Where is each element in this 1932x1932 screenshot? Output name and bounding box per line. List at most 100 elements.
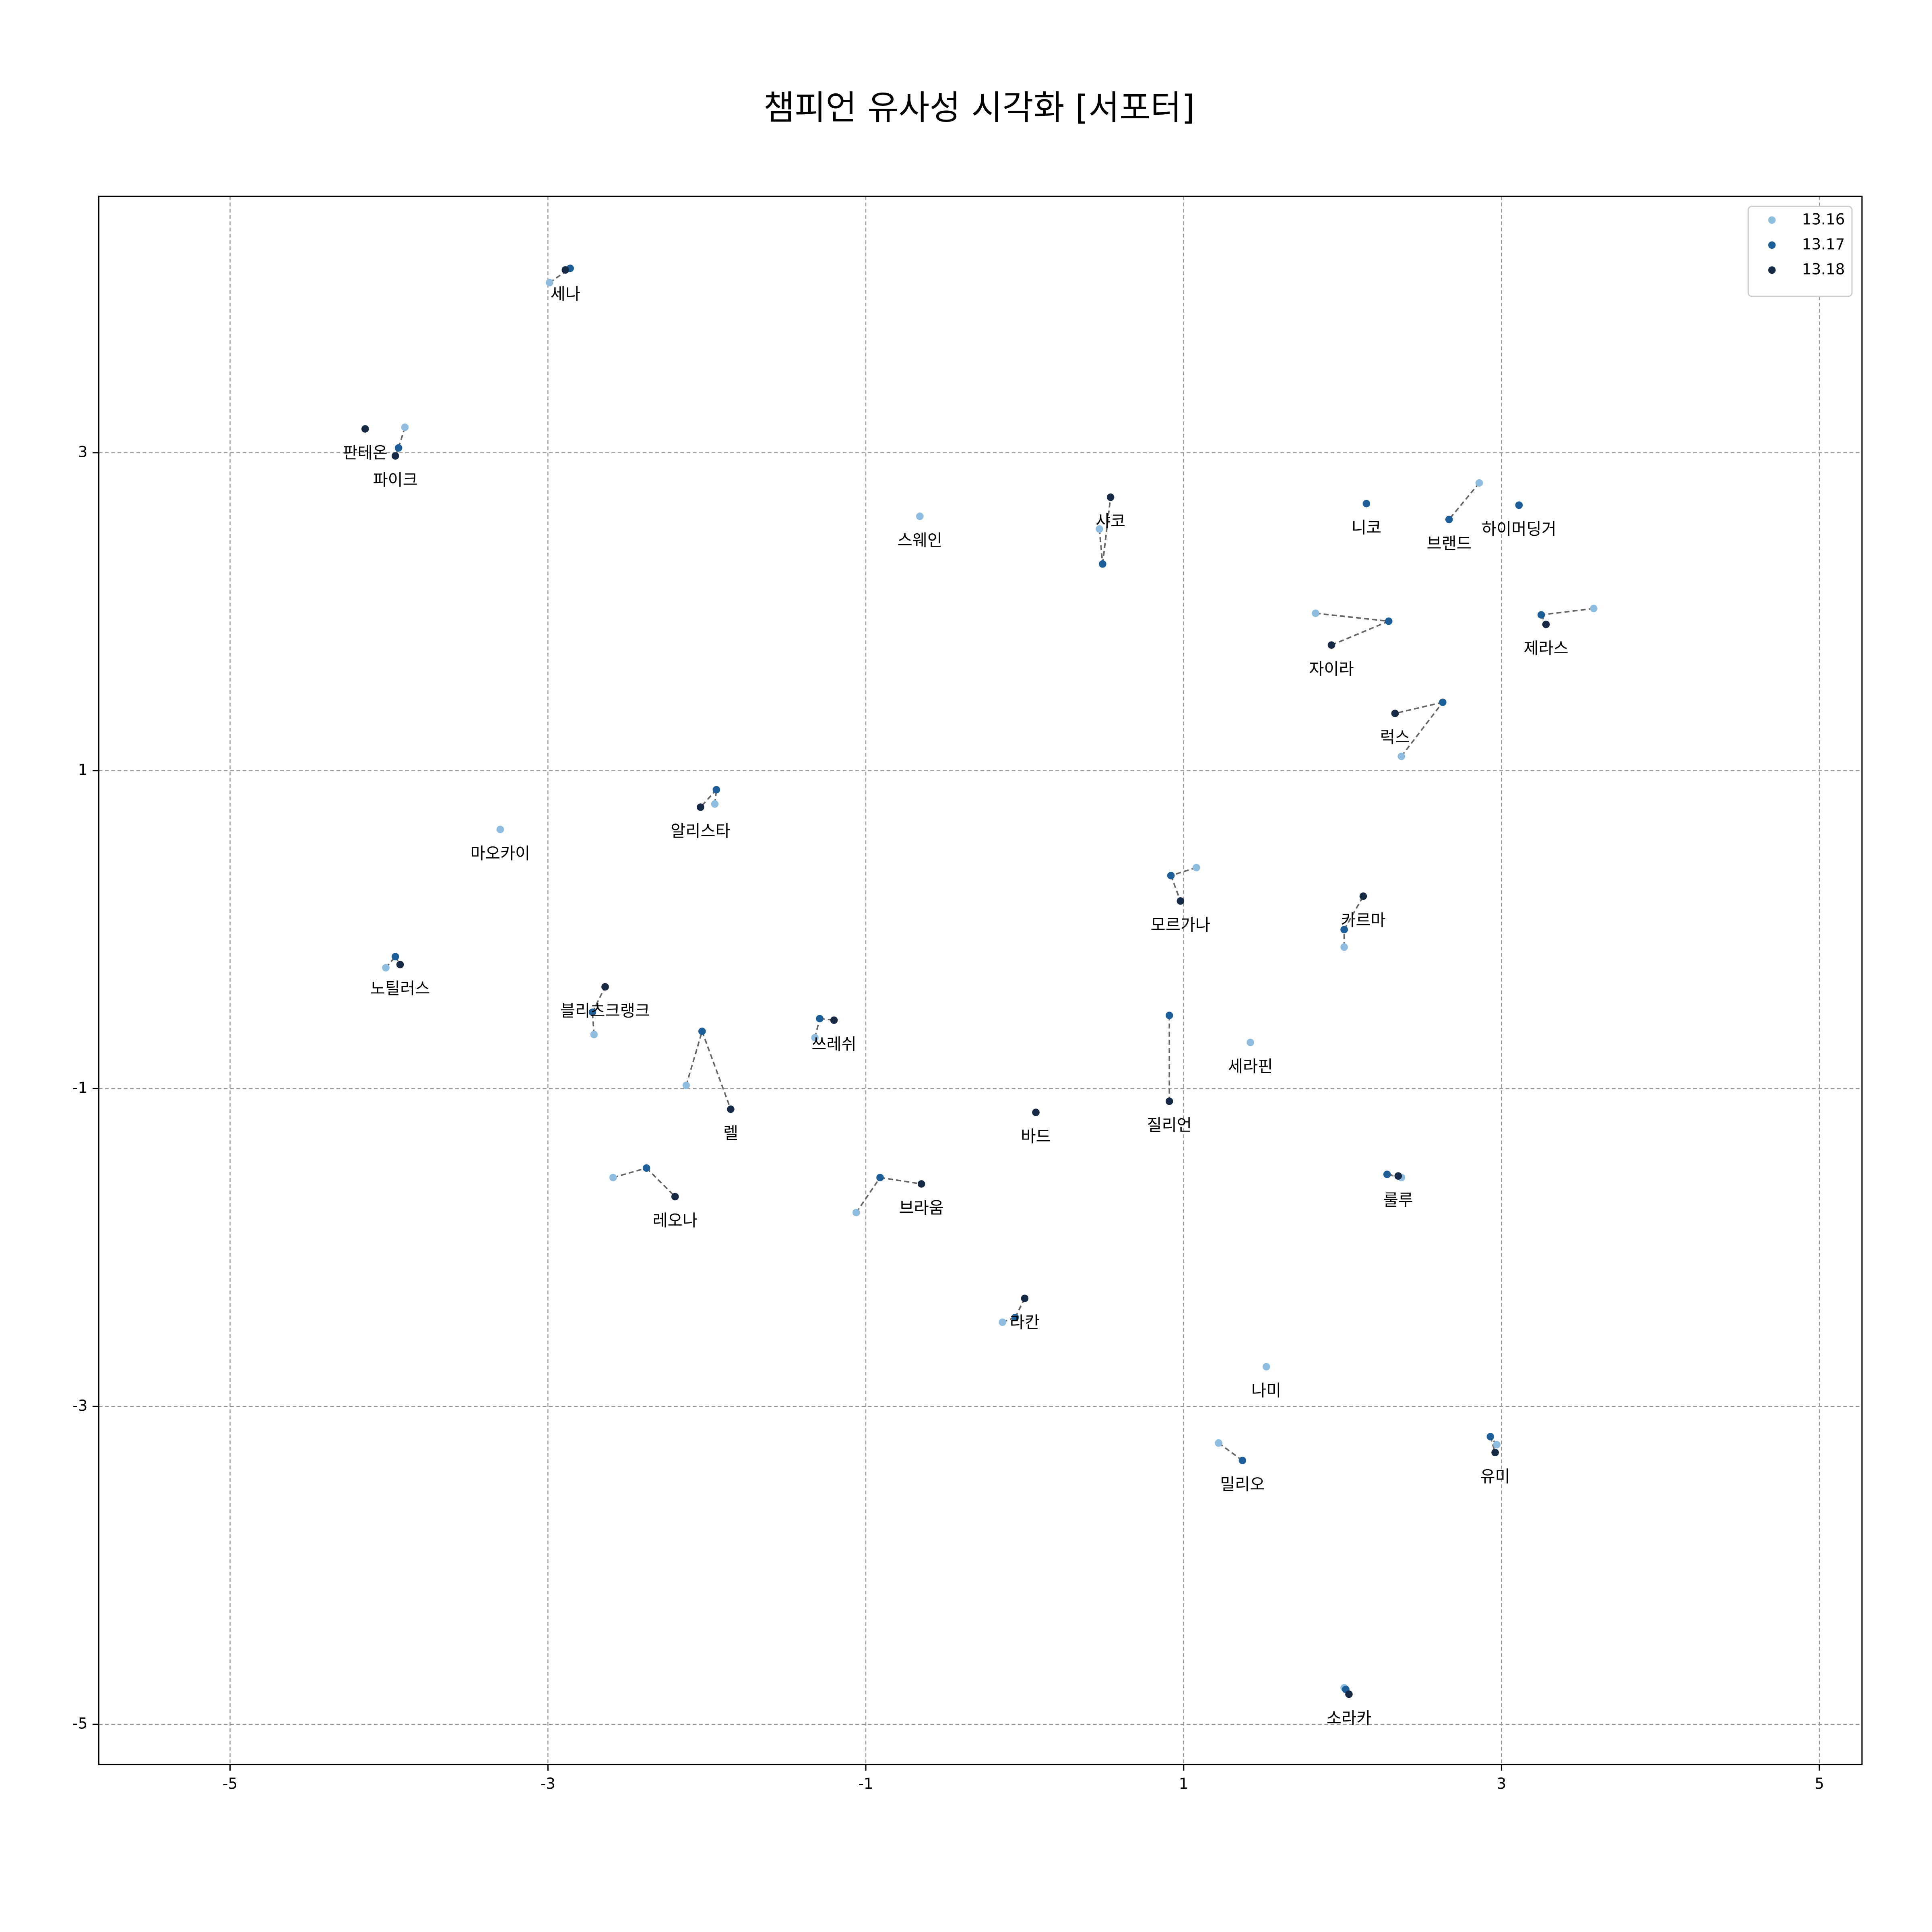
point bbox=[642, 1164, 650, 1172]
point bbox=[1238, 1457, 1247, 1464]
point bbox=[697, 803, 704, 811]
point bbox=[1542, 620, 1550, 628]
point bbox=[391, 953, 399, 961]
champion-label: 알리스타 bbox=[671, 822, 731, 841]
x-tick-label: -5 bbox=[223, 1775, 237, 1792]
point bbox=[1486, 1433, 1494, 1441]
trajectory bbox=[880, 1177, 922, 1185]
point bbox=[1165, 1011, 1173, 1020]
x-tick-label: -3 bbox=[541, 1775, 555, 1792]
point bbox=[1167, 871, 1175, 879]
champion-label: 럭스 bbox=[1380, 728, 1410, 747]
trajectory bbox=[1401, 702, 1443, 757]
point bbox=[830, 1016, 838, 1024]
legend-marker bbox=[1768, 216, 1776, 224]
legend-label: 13.17 bbox=[1802, 235, 1845, 253]
champion-label: 니코 bbox=[1352, 518, 1381, 537]
champion-label: 룰루 bbox=[1383, 1191, 1413, 1210]
point bbox=[1475, 479, 1483, 487]
point bbox=[1362, 500, 1371, 508]
legend-label: 13.18 bbox=[1802, 260, 1845, 278]
trajectory bbox=[1541, 607, 1594, 616]
point bbox=[1215, 1439, 1222, 1447]
champion-label: 질리언 bbox=[1147, 1116, 1191, 1135]
point bbox=[1106, 493, 1115, 501]
legend-box bbox=[1747, 206, 1853, 297]
point bbox=[1391, 710, 1399, 717]
x-tick-label: 3 bbox=[1497, 1775, 1507, 1792]
champion-label: 세라핀 bbox=[1228, 1057, 1273, 1076]
point bbox=[401, 423, 409, 431]
champion-label: 블리츠크랭크 bbox=[560, 1001, 650, 1020]
point bbox=[1262, 1363, 1270, 1371]
trajectory bbox=[1102, 497, 1111, 564]
point bbox=[1590, 605, 1598, 613]
champion-label: 제라스 bbox=[1523, 639, 1568, 658]
point bbox=[1021, 1294, 1029, 1302]
point bbox=[590, 1030, 598, 1038]
trajectory bbox=[1315, 612, 1389, 622]
trajectory bbox=[1218, 1442, 1243, 1461]
y-tick-label: -1 bbox=[72, 1079, 87, 1096]
point bbox=[1327, 641, 1335, 649]
point bbox=[1445, 516, 1453, 523]
point bbox=[811, 1034, 819, 1042]
point bbox=[545, 279, 553, 287]
point bbox=[682, 1082, 690, 1089]
trajectory bbox=[685, 1031, 703, 1086]
champion-label: 밀리오 bbox=[1220, 1475, 1265, 1494]
point bbox=[1493, 1441, 1501, 1449]
champion-label: 스웨인 bbox=[898, 531, 942, 550]
y-tick-label: -3 bbox=[72, 1397, 87, 1414]
point bbox=[852, 1209, 860, 1216]
point bbox=[876, 1174, 884, 1181]
x-tick-label: -1 bbox=[858, 1775, 873, 1792]
point bbox=[711, 800, 719, 808]
champion-label: 자이라 bbox=[1309, 660, 1354, 679]
point bbox=[1491, 1449, 1499, 1457]
point bbox=[496, 826, 504, 834]
trajectory bbox=[1331, 620, 1389, 646]
point bbox=[671, 1193, 679, 1201]
plot-frame bbox=[98, 196, 1863, 1765]
champion-label: 판테온 bbox=[343, 444, 388, 462]
point bbox=[396, 961, 404, 968]
champion-label: 노틸러스 bbox=[370, 979, 430, 998]
x-tick-label: 1 bbox=[1179, 1775, 1189, 1792]
trajectory bbox=[1395, 701, 1443, 714]
trajectory bbox=[1098, 529, 1104, 564]
point bbox=[1312, 609, 1319, 617]
champion-label: 하이머딩거 bbox=[1482, 520, 1556, 539]
point bbox=[1165, 1097, 1173, 1105]
trajectory bbox=[592, 986, 606, 1013]
point bbox=[712, 786, 720, 794]
champion-label: 나미 bbox=[1251, 1381, 1281, 1400]
point bbox=[382, 964, 390, 972]
point bbox=[727, 1105, 735, 1113]
champion-label: 라칸 bbox=[1010, 1313, 1040, 1332]
x-tick-label: 5 bbox=[1814, 1775, 1824, 1792]
y-tick-label: 3 bbox=[78, 443, 88, 460]
legend-label: 13.16 bbox=[1802, 210, 1845, 228]
point bbox=[1397, 752, 1406, 760]
legend-marker bbox=[1768, 241, 1776, 249]
champion-label: 바드 bbox=[1021, 1127, 1051, 1146]
champion-label: 렐 bbox=[723, 1124, 738, 1143]
point bbox=[1439, 698, 1447, 706]
point bbox=[588, 1008, 597, 1016]
point bbox=[1096, 525, 1103, 533]
champion-label: 마오카이 bbox=[471, 844, 530, 863]
champion-label: 파이크 bbox=[373, 471, 418, 489]
point bbox=[609, 1174, 617, 1181]
point bbox=[1177, 897, 1185, 905]
point bbox=[1099, 560, 1106, 568]
point bbox=[561, 266, 570, 274]
point bbox=[816, 1015, 824, 1023]
point bbox=[1193, 864, 1200, 871]
point bbox=[1383, 1170, 1391, 1179]
point bbox=[1515, 501, 1523, 509]
point bbox=[1394, 1172, 1402, 1180]
trajectory bbox=[1170, 867, 1197, 877]
